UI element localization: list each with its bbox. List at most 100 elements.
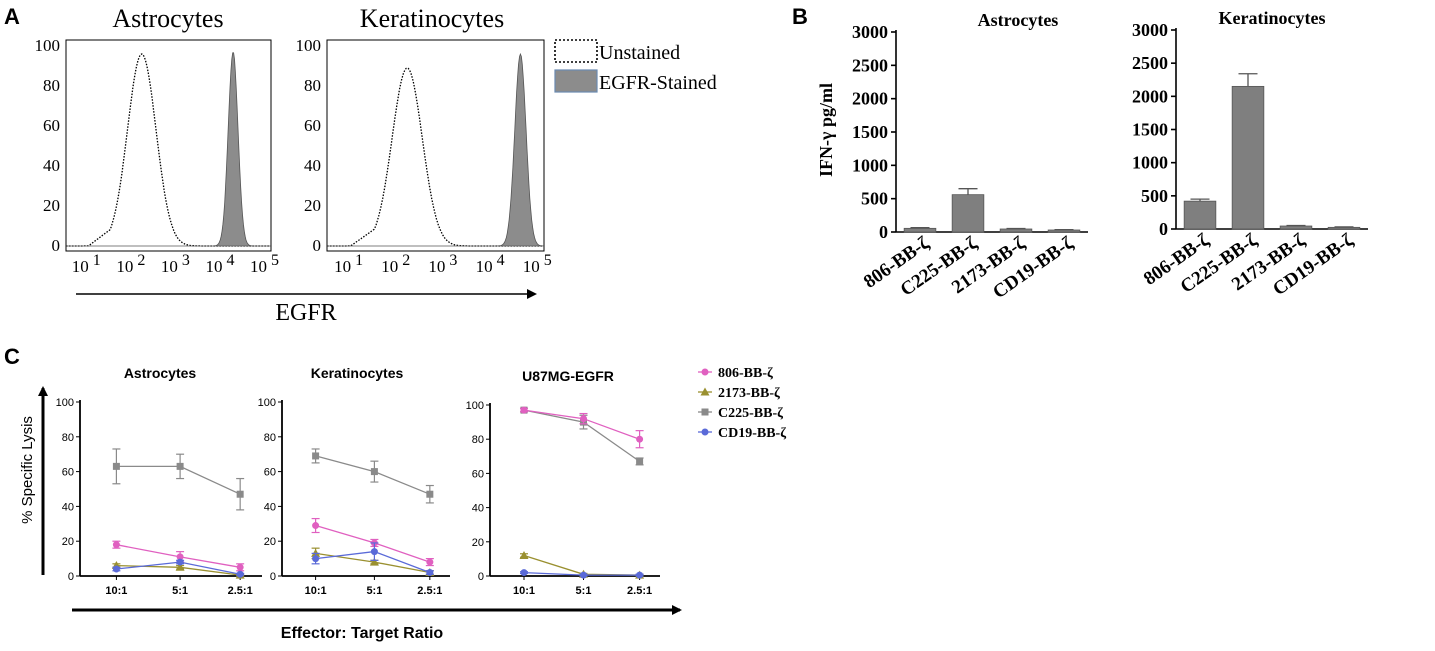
x-tick-label: 10 3 bbox=[161, 252, 190, 276]
y-tick-label: 0 bbox=[52, 236, 61, 255]
series-point-806-bb bbox=[636, 435, 644, 443]
series-point-cd19-bb bbox=[370, 548, 378, 556]
series-point-c225-bb bbox=[312, 452, 320, 460]
series-point-cd19-bb bbox=[312, 555, 320, 563]
line-x-tick-label: 5:1 bbox=[576, 585, 592, 597]
line-x-tick-label: 5:1 bbox=[366, 585, 382, 597]
line-y-tick-label: 80 bbox=[472, 434, 484, 446]
x-tick-label: 10 1 bbox=[334, 252, 363, 276]
bar-y-tick-label: 1000 bbox=[852, 155, 888, 175]
legend-label-unstained: Unstained bbox=[599, 42, 680, 64]
series-line-c225-bb bbox=[116, 465, 241, 495]
line-y-tick-label: 20 bbox=[264, 536, 276, 548]
bar-chart-keratinocytes: 050010001500200025003000806-BB-ζC225-BB-… bbox=[1132, 20, 1368, 300]
bar-y-tick-label: 2500 bbox=[1132, 53, 1168, 73]
series-point-806-bb bbox=[426, 558, 434, 566]
line-y-tick-label: 100 bbox=[258, 397, 276, 409]
series-point-806-bb bbox=[236, 563, 244, 571]
legend-swatch-unstained bbox=[554, 39, 598, 63]
ifn-y-axis-label: IFN-γ pg/ml bbox=[816, 83, 836, 177]
series-point-2173-bb bbox=[369, 557, 379, 566]
y-tick-label: 100 bbox=[296, 36, 322, 55]
histogram-y-ticks: 0 20 40 60 80 100 bbox=[35, 36, 61, 255]
histogram-astrocytes: Astrocytes 0 20 40 60 80 100 10 1 10 2 10 3 10 4… bbox=[35, 4, 280, 276]
x-tick-label: 10 5 bbox=[250, 252, 279, 276]
bar-y-tick-label: 3000 bbox=[852, 22, 888, 42]
line-chart-u87mg-egfr: 0 20 40 60 80 100 10:1 5:1 2.5:1 bbox=[466, 400, 660, 597]
series-point-c225-bb bbox=[636, 457, 644, 465]
series-point-cd19-bb bbox=[236, 570, 244, 578]
legend-swatch-egfr-stained bbox=[554, 69, 598, 93]
x-tick-label: 10 2 bbox=[116, 252, 145, 276]
y-tick-label: 60 bbox=[43, 116, 60, 135]
line-y-tick-label: 0 bbox=[68, 571, 74, 583]
line-x-tick-label: 5:1 bbox=[172, 585, 188, 597]
y-tick-label: 40 bbox=[43, 156, 60, 175]
y-tick-label: 60 bbox=[304, 116, 321, 135]
bar-y-tick-label: 0 bbox=[879, 222, 888, 242]
histogram-egfr-stained-curve bbox=[327, 52, 545, 247]
bar-806-bb bbox=[1183, 200, 1217, 230]
y-tick-label: 0 bbox=[313, 236, 322, 255]
x-tick-label: 10 5 bbox=[523, 252, 552, 276]
panel-b: IFN-γ pg/ml Astrocytes Keratinocytes 0 50… bbox=[816, 8, 1368, 303]
series-point-2173-bb bbox=[175, 562, 185, 571]
bar-chart-astrocytes: 050010001500200025003000806-BB-ζC225-BB-… bbox=[852, 22, 1088, 303]
histogram-x-ticks: 10 1 10 2 10 3 10 4 10 5 bbox=[72, 252, 279, 276]
ratio-axis-label: Effector: Target Ratio bbox=[281, 625, 444, 642]
line-chart-astrocytes: 0 20 40 60 80 100 10:1 5:1 2.5:1 bbox=[56, 397, 262, 597]
histogram-legend: Unstained EGFR-Stained bbox=[554, 39, 717, 94]
legend-label: CD19-BB-ζ bbox=[718, 426, 786, 441]
series-point-cd19-bb bbox=[176, 558, 184, 566]
series-point-c225-bb bbox=[176, 462, 184, 470]
series-point-cd19-bb bbox=[580, 571, 587, 579]
y-tick-label: 100 bbox=[35, 36, 61, 55]
line-title-u87mg-egfr: U87MG-EGFR bbox=[522, 368, 614, 384]
series-point-806-bb bbox=[580, 415, 587, 423]
line-y-tick-label: 100 bbox=[466, 400, 484, 412]
line-x-tick-label: 2.5:1 bbox=[228, 585, 253, 597]
line-x-tick-label: 10:1 bbox=[305, 585, 327, 597]
series-point-cd19-bb bbox=[636, 571, 644, 579]
x-tick-label: 10 3 bbox=[428, 252, 457, 276]
histogram-plot bbox=[327, 52, 545, 247]
y-tick-label: 20 bbox=[43, 196, 60, 215]
bar-title-keratinocytes: Keratinocytes bbox=[1219, 8, 1326, 28]
x-tick-label: 10 4 bbox=[476, 252, 505, 276]
line-y-tick-label: 60 bbox=[472, 468, 484, 480]
line-y-tick-label: 40 bbox=[264, 501, 276, 513]
bar-y-tick-label: 1000 bbox=[1132, 153, 1168, 173]
line-chart-keratinocytes: 0 20 40 60 80 100 10:1 5:1 2.5:1 bbox=[258, 397, 450, 597]
line-x-tick-label: 10:1 bbox=[513, 585, 535, 597]
line-x-tick-label: 2.5:1 bbox=[627, 585, 652, 597]
y-tick-label: 80 bbox=[304, 76, 321, 95]
histogram-unstained-curve bbox=[66, 53, 271, 247]
bar-y-tick-label: 0 bbox=[1159, 219, 1168, 239]
x-tick-label: 10 1 bbox=[72, 252, 101, 276]
line-y-tick-label: 80 bbox=[62, 432, 74, 444]
series-point-c225-bb bbox=[370, 468, 378, 476]
line-y-tick-label: 0 bbox=[478, 571, 484, 583]
series-point-806-bb bbox=[176, 553, 184, 561]
legend-label-egfr-stained: EGFR-Stained bbox=[599, 72, 717, 94]
bar-y-tick-label: 1500 bbox=[1132, 120, 1168, 140]
legend-marker-2173-bb bbox=[700, 387, 710, 396]
line-y-tick-label: 40 bbox=[472, 503, 484, 515]
bar-2173-bb bbox=[1279, 225, 1313, 230]
bar-y-tick-label: 500 bbox=[861, 189, 888, 209]
bar-title-astrocytes: Astrocytes bbox=[978, 10, 1059, 30]
panel-letter-a: A bbox=[4, 4, 20, 29]
line-x-tick-label: 2.5:1 bbox=[417, 585, 442, 597]
bar-c225-bb bbox=[951, 194, 985, 233]
x-tick-label: 10 4 bbox=[205, 252, 234, 276]
y-tick-label: 80 bbox=[43, 76, 60, 95]
bar-y-tick-label: 3000 bbox=[1132, 20, 1168, 40]
bar-806-bb bbox=[903, 227, 937, 233]
line-y-tick-label: 20 bbox=[62, 536, 74, 548]
histogram-y-ticks: 0 20 40 60 80 100 bbox=[296, 36, 322, 255]
series-point-cd19-bb bbox=[426, 569, 434, 577]
line-x-tick-label: 10:1 bbox=[105, 585, 127, 597]
egfr-axis-label: EGFR bbox=[275, 300, 336, 326]
histogram-title: Keratinocytes bbox=[360, 4, 504, 33]
